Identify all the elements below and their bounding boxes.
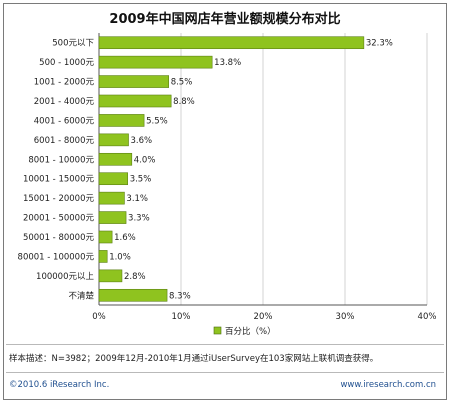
footer-separator-top: [6, 344, 444, 345]
category-label: 6001 - 8000元: [34, 136, 95, 146]
category-label: 80001 - 100000元: [18, 252, 95, 262]
value-label: 32.3%: [366, 39, 393, 49]
x-tick-label: 20%: [254, 312, 273, 322]
bar: [98, 75, 169, 88]
bar: [98, 152, 133, 166]
value-label: 13.8%: [214, 58, 241, 68]
category-label: 50001 - 80000元: [23, 233, 95, 243]
footer-separator-bottom: [6, 372, 444, 373]
category-label: 500元以下: [52, 39, 94, 49]
chart-title: 2009年中国网店年营业额规模分布对比: [109, 11, 340, 27]
bar: [98, 36, 365, 50]
sample-note: 样本描述：N=3982；2009年12月-2010年1月通过iUserSurve…: [9, 354, 379, 364]
x-tick-label: 0%: [92, 312, 106, 322]
bars: [98, 36, 365, 302]
category-labels: 500元以下 500 - 1000元 1001 - 2000元 2001 - 4000…: [18, 39, 95, 302]
bar: [98, 55, 213, 69]
category-label: 1001 - 2000元: [34, 78, 95, 88]
category-label: 10001 - 15000元: [23, 175, 95, 185]
website-link[interactable]: www.iresearch.com.cn: [340, 380, 436, 390]
value-label: 3.5%: [130, 175, 152, 185]
x-tick-label: 40%: [418, 312, 437, 322]
x-tick-label: 30%: [336, 312, 355, 322]
category-label: 4001 - 6000元: [34, 116, 95, 126]
copyright-text: ©2010.6 iResearch Inc.: [9, 380, 110, 390]
bar: [98, 230, 113, 244]
bar: [98, 250, 108, 263]
category-label: 2001 - 4000元: [34, 97, 95, 107]
category-label: 500 - 1000元: [39, 58, 94, 68]
bar: [98, 269, 123, 283]
legend-swatch: [213, 326, 222, 335]
value-label: 1.0%: [109, 252, 131, 262]
value-label: 8.5%: [171, 78, 193, 88]
category-label: 15001 - 20000元: [23, 194, 95, 204]
x-tick-labels: 0% 10% 20% 30% 40%: [92, 312, 436, 322]
grid-lines: [98, 33, 428, 306]
chart-frame: [3, 3, 447, 400]
legend-label: 百分比（%）: [225, 326, 276, 337]
value-label: 8.3%: [169, 291, 191, 301]
category-label: 8001 - 10000元: [28, 155, 94, 165]
category-label: 100000元以上: [36, 272, 94, 282]
bar: [98, 211, 127, 224]
bar: [98, 94, 172, 108]
value-label: 3.3%: [128, 214, 150, 224]
value-label: 1.6%: [114, 233, 136, 243]
value-labels: 32.3% 13.8% 8.5% 8.8% 5.5% 3.6% 4.0% 3.5% 3.1% 3.…: [109, 39, 393, 302]
value-label: 4.0%: [134, 155, 156, 165]
category-label: 20001 - 50000元: [23, 214, 95, 224]
bar: [98, 133, 129, 147]
value-label: 3.1%: [126, 194, 148, 204]
value-label: 5.5%: [146, 116, 168, 126]
value-label: 3.6%: [131, 136, 153, 146]
category-label: 不清楚: [68, 290, 94, 301]
x-tick-label: 10%: [172, 312, 191, 322]
bar: [98, 191, 125, 205]
value-label: 2.8%: [124, 272, 146, 282]
value-label: 8.8%: [173, 97, 195, 107]
bar: [98, 288, 168, 302]
bar: [98, 172, 129, 186]
legend: 百分比（%）: [213, 326, 276, 337]
bar: [98, 114, 145, 127]
